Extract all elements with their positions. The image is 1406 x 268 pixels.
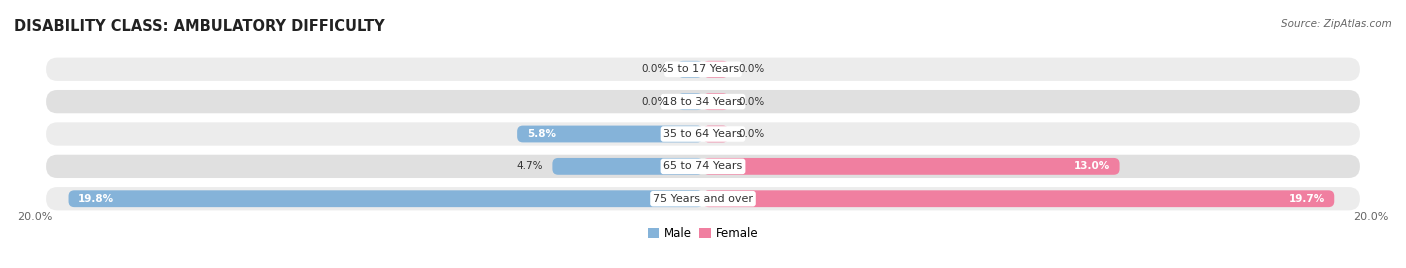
Text: 5 to 17 Years: 5 to 17 Years [666, 64, 740, 74]
Text: 18 to 34 Years: 18 to 34 Years [664, 97, 742, 107]
FancyBboxPatch shape [678, 93, 703, 110]
FancyBboxPatch shape [553, 158, 703, 175]
FancyBboxPatch shape [46, 90, 1360, 113]
Text: 5.8%: 5.8% [527, 129, 555, 139]
FancyBboxPatch shape [46, 122, 1360, 146]
Text: 19.7%: 19.7% [1288, 194, 1324, 204]
Text: DISABILITY CLASS: AMBULATORY DIFFICULTY: DISABILITY CLASS: AMBULATORY DIFFICULTY [14, 19, 385, 34]
FancyBboxPatch shape [703, 61, 728, 78]
FancyBboxPatch shape [46, 58, 1360, 81]
FancyBboxPatch shape [703, 158, 1119, 175]
Text: 0.0%: 0.0% [738, 129, 765, 139]
Text: 13.0%: 13.0% [1074, 161, 1109, 171]
FancyBboxPatch shape [517, 126, 703, 142]
Text: 4.7%: 4.7% [516, 161, 543, 171]
Text: 65 to 74 Years: 65 to 74 Years [664, 161, 742, 171]
Text: 20.0%: 20.0% [17, 211, 52, 222]
Text: Source: ZipAtlas.com: Source: ZipAtlas.com [1281, 19, 1392, 29]
Text: 0.0%: 0.0% [641, 64, 668, 74]
FancyBboxPatch shape [678, 61, 703, 78]
Text: 0.0%: 0.0% [641, 97, 668, 107]
FancyBboxPatch shape [703, 126, 728, 142]
FancyBboxPatch shape [69, 190, 703, 207]
FancyBboxPatch shape [703, 93, 728, 110]
Text: 19.8%: 19.8% [79, 194, 114, 204]
FancyBboxPatch shape [703, 190, 1334, 207]
FancyBboxPatch shape [46, 155, 1360, 178]
Legend: Male, Female: Male, Female [643, 222, 763, 245]
Text: 75 Years and over: 75 Years and over [652, 194, 754, 204]
Text: 0.0%: 0.0% [738, 64, 765, 74]
Text: 20.0%: 20.0% [1354, 211, 1389, 222]
Text: 0.0%: 0.0% [738, 97, 765, 107]
FancyBboxPatch shape [46, 187, 1360, 210]
Text: 35 to 64 Years: 35 to 64 Years [664, 129, 742, 139]
